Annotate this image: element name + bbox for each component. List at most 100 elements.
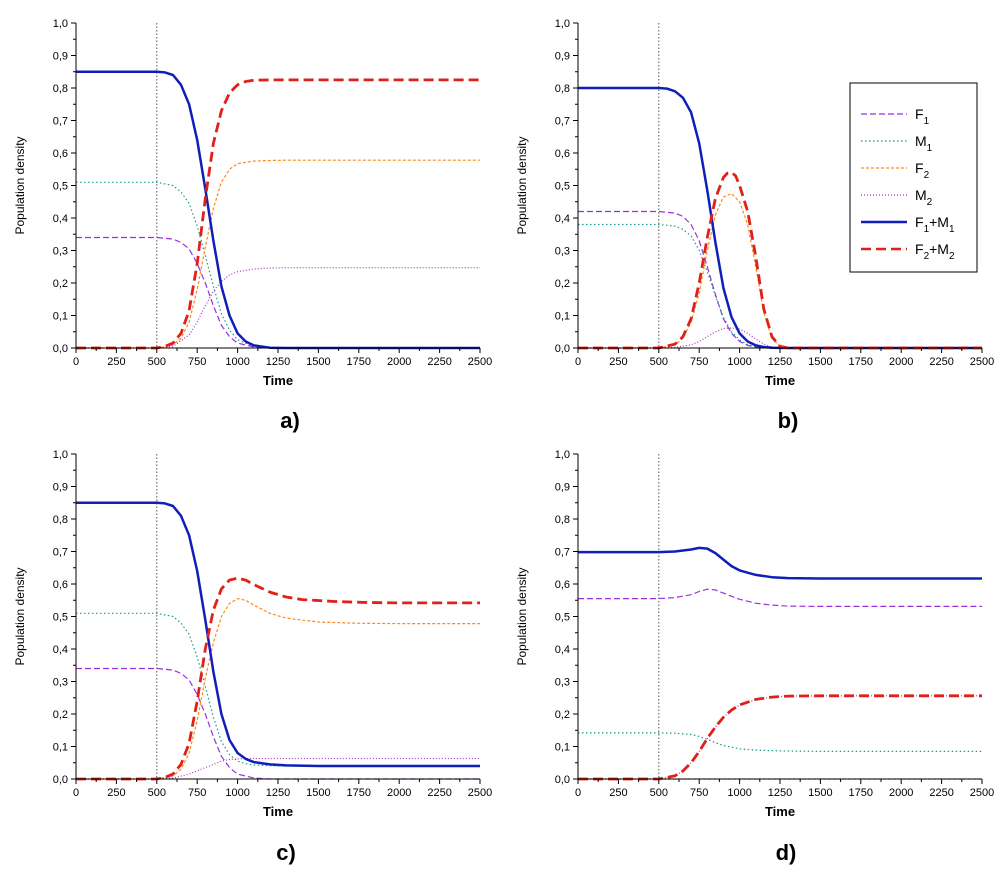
x-tick-label-c: 2500: [468, 787, 492, 799]
legend-label-m2: M: [915, 187, 927, 203]
y-tick-label-a: 0,5: [53, 181, 68, 193]
x-tick-label-c: 1250: [266, 787, 290, 799]
y-tick-label-d: 1,0: [555, 449, 570, 461]
series-f1-d: [578, 588, 982, 608]
x-tick-label-d: 1500: [808, 787, 832, 799]
x-tick-label-b: 1000: [727, 356, 751, 368]
y-tick-label-a: 0,6: [53, 148, 68, 160]
y-tick-label-c: 0,3: [53, 677, 68, 689]
x-axis-title-d: Time: [765, 804, 795, 819]
y-tick-label-a: 0,7: [53, 116, 68, 128]
y-tick-label-b: 0,0: [555, 343, 570, 355]
svg-text:F2: F2: [915, 160, 930, 181]
legend-mid-f1m1: +M: [929, 214, 949, 230]
y-tick-label-b: 1,0: [555, 18, 570, 30]
y-tick-label-a: 0,4: [53, 213, 68, 225]
y-tick-label-b: 0,1: [555, 311, 570, 323]
legend-sub2-f2m2: 2: [949, 251, 955, 262]
legend-label-f1m1: F: [915, 214, 924, 230]
series-m1-b: [578, 223, 982, 349]
legend-entry-m2: M2: [861, 187, 933, 208]
series-f1-a: [76, 236, 480, 349]
y-tick-label-d: 0,4: [555, 644, 570, 656]
x-axis-title-c: Time: [263, 804, 293, 819]
series-f1m1-c: [76, 501, 480, 768]
legend-entry-f2: F2: [861, 160, 930, 181]
x-tick-label-d: 1750: [849, 787, 873, 799]
legend-mid-f2m2: +M: [929, 241, 949, 257]
y-tick-label-c: 0,7: [53, 547, 68, 559]
x-tick-label-c: 0: [73, 787, 79, 799]
x-tick-label-a: 250: [107, 356, 125, 368]
panel-label-c: c): [276, 840, 296, 865]
series-f1-b: [578, 210, 982, 349]
x-tick-label-c: 750: [188, 787, 206, 799]
y-tick-label-a: 0,9: [53, 51, 68, 63]
y-tick-label-b: 0,4: [555, 213, 570, 225]
x-tick-label-a: 1250: [266, 356, 290, 368]
x-tick-label-a: 1500: [306, 356, 330, 368]
x-tick-label-b: 2250: [929, 356, 953, 368]
y-tick-label-d: 0,5: [555, 612, 570, 624]
y-tick-label-b: 0,8: [555, 83, 570, 95]
x-tick-label-c: 1750: [347, 787, 371, 799]
series-f2m2-d: [578, 694, 982, 781]
svg-text:M1: M1: [915, 133, 933, 154]
panel-b: 0,0 0,1 0,2 0,3 0,4 0,5 0,6 0,7 0,8 0,9 1,0 0 250 500…: [515, 18, 994, 433]
x-tick-label-d: 1250: [768, 787, 792, 799]
x-tick-label-c: 1500: [306, 787, 330, 799]
y-axis-title-a: Population density: [13, 136, 27, 234]
y-tick-label-b: 0,2: [555, 278, 570, 290]
y-tick-label-b: 0,6: [555, 148, 570, 160]
x-axis-title-a: Time: [263, 373, 293, 388]
legend-entry-f1m1: F1+M1: [861, 214, 955, 235]
legend-label-f2: F: [915, 160, 924, 176]
x-tick-label-d: 250: [609, 787, 627, 799]
legend-sub-f2m2: 2: [924, 251, 930, 262]
y-tick-label-c: 0,5: [53, 612, 68, 624]
legend-sub-m1: 1: [927, 143, 933, 154]
x-tick-label-d: 2250: [929, 787, 953, 799]
y-tick-label-d: 0,2: [555, 709, 570, 721]
x-tick-label-d: 2000: [889, 787, 913, 799]
x-tick-label-b: 1750: [849, 356, 873, 368]
series-m2-c: [76, 757, 480, 780]
panel-c: 0,0 0,1 0,2 0,3 0,4 0,5 0,6 0,7 0,8 0,9 1,0 0 250 500…: [13, 449, 492, 865]
y-tick-label-c: 0,8: [53, 514, 68, 526]
y-tick-label-a: 0,0: [53, 343, 68, 355]
x-tick-label-a: 2500: [468, 356, 492, 368]
series-m1-a: [76, 181, 480, 349]
y-tick-label-c: 1,0: [53, 449, 68, 461]
panel-d: 0,0 0,1 0,2 0,3 0,4 0,5 0,6 0,7 0,8 0,9 1,0 0 250 500…: [515, 449, 994, 865]
y-tick-label-c: 0,6: [53, 579, 68, 591]
legend-label-m1: M: [915, 133, 927, 149]
legend-sub-f1: 1: [924, 116, 930, 127]
y-tick-label-a: 0,2: [53, 278, 68, 290]
legend-label-f1: F: [915, 106, 924, 122]
y-tick-label-c: 0,2: [53, 709, 68, 721]
series-f2m2-b: [578, 171, 982, 350]
series-m1-c: [76, 612, 480, 767]
y-tick-label-b: 0,7: [555, 116, 570, 128]
y-tick-label-c: 0,9: [53, 482, 68, 494]
panel-label-b: b): [778, 408, 799, 433]
legend-sub-f1m1: 1: [924, 224, 930, 235]
x-tick-label-a: 0: [73, 356, 79, 368]
legend-sub-m2: 2: [927, 197, 933, 208]
x-tick-label-b: 2000: [889, 356, 913, 368]
series-f2-c: [76, 597, 480, 780]
y-axis-title-b: Population density: [515, 136, 529, 234]
y-tick-label-c: 0,0: [53, 774, 68, 786]
x-tick-label-b: 1500: [808, 356, 832, 368]
y-tick-label-d: 0,1: [555, 742, 570, 754]
y-tick-label-a: 0,3: [53, 246, 68, 258]
series-f1-c: [76, 667, 480, 780]
legend-entry-m1: M1: [861, 133, 933, 154]
x-tick-label-a: 1000: [225, 356, 249, 368]
x-tick-label-b: 0: [575, 356, 581, 368]
x-tick-label-a: 750: [188, 356, 206, 368]
series-m2-b: [578, 327, 982, 349]
y-tick-label-d: 0,9: [555, 482, 570, 494]
svg-text:F2+M2: F2+M2: [915, 241, 955, 262]
x-tick-label-c: 250: [107, 787, 125, 799]
